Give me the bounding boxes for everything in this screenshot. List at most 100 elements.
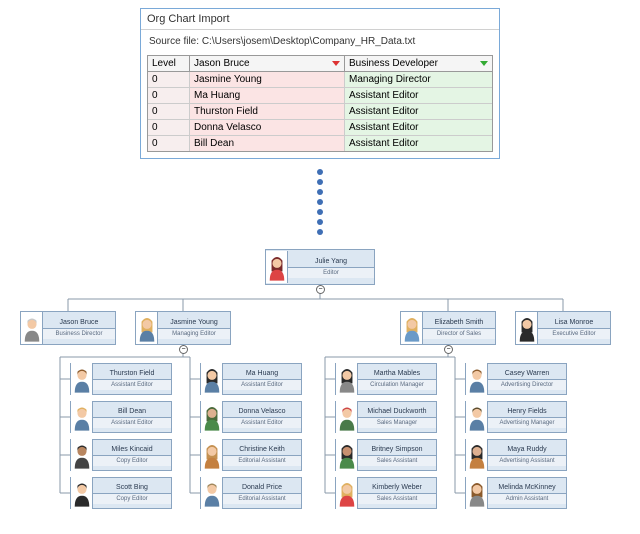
connector-dots <box>0 169 640 235</box>
node-name: Casey Warren <box>488 368 566 380</box>
node-role: Advertising Manager <box>488 418 566 428</box>
node-name: Britney Simpson <box>358 444 436 456</box>
cell-role: Assistant Editor <box>345 88 492 103</box>
node-name: Miles Kincaid <box>93 444 171 456</box>
node-role: Sales Assistant <box>358 456 436 466</box>
org-node[interactable]: Casey WarrenAdvertising Director <box>465 363 567 395</box>
cell-name: Bill Dean <box>190 136 345 151</box>
org-node[interactable]: Michael DuckworthSales Manager <box>335 401 437 433</box>
org-node[interactable]: Lisa MonroeExecutive Editor <box>515 311 611 345</box>
node-role: Assistant Editor <box>223 380 301 390</box>
table-row[interactable]: 0Thurston FieldAssistant Editor <box>148 104 492 120</box>
node-name: Jasmine Young <box>158 317 230 329</box>
collapse-icon[interactable]: − <box>316 285 325 294</box>
node-role: Circulation Manager <box>358 380 436 390</box>
avatar <box>201 363 223 395</box>
avatar <box>466 401 488 433</box>
sort-down-green-icon[interactable] <box>480 61 488 66</box>
table-row[interactable]: 0Donna VelascoAssistant Editor <box>148 120 492 136</box>
node-role: Sales Assistant <box>358 494 436 504</box>
cell-role: Assistant Editor <box>345 104 492 119</box>
collapse-icon[interactable]: − <box>179 345 188 354</box>
import-table: Level Jason Bruce Business Developer 0Ja… <box>147 55 493 152</box>
node-name: Kimberly Weber <box>358 482 436 494</box>
table-row[interactable]: 0Bill DeanAssistant Editor <box>148 136 492 151</box>
org-node[interactable]: Miles KincaidCopy Editor <box>70 439 172 471</box>
org-node[interactable]: Donald PriceEditorial Assistant <box>200 477 302 509</box>
org-node[interactable]: Maya RuddyAdvertising Assistant <box>465 439 567 471</box>
cell-role: Assistant Editor <box>345 136 492 151</box>
node-name: Julie Yang <box>288 256 374 268</box>
avatar-icon <box>267 252 287 282</box>
avatar-icon <box>467 364 487 394</box>
col-role[interactable]: Business Developer <box>345 56 492 71</box>
node-role: Assistant Editor <box>93 418 171 428</box>
org-chart: Julie YangEditor−Jason BruceBusiness Dir… <box>0 249 640 529</box>
avatar-icon <box>337 402 357 432</box>
org-node[interactable]: Britney SimpsonSales Assistant <box>335 439 437 471</box>
node-role: Advertising Director <box>488 380 566 390</box>
col-name[interactable]: Jason Bruce <box>190 56 345 71</box>
org-node[interactable]: Thurston FieldAssistant Editor <box>70 363 172 395</box>
avatar-icon <box>202 402 222 432</box>
node-name: Michael Duckworth <box>358 406 436 418</box>
avatar-icon <box>337 478 357 508</box>
org-node[interactable]: Melinda McKinneyAdmin Assistant <box>465 477 567 509</box>
node-role: Executive Editor <box>538 329 610 339</box>
import-header: Level Jason Bruce Business Developer <box>148 56 492 72</box>
avatar-icon <box>467 440 487 470</box>
org-node[interactable]: Ma HuangAssistant Editor <box>200 363 302 395</box>
org-node[interactable]: Martha MablesCirculation Manager <box>335 363 437 395</box>
avatar <box>201 477 223 509</box>
org-node[interactable]: Kimberly WeberSales Assistant <box>335 477 437 509</box>
org-node[interactable]: Donna VelascoAssistant Editor <box>200 401 302 433</box>
avatar-icon <box>337 440 357 470</box>
sort-down-red-icon[interactable] <box>332 61 340 66</box>
avatar <box>201 401 223 433</box>
org-node[interactable]: Jason BruceBusiness Director <box>20 311 116 345</box>
import-title: Org Chart Import <box>141 9 499 30</box>
avatar <box>21 312 43 344</box>
cell-name: Ma Huang <box>190 88 345 103</box>
avatar-icon <box>137 313 157 343</box>
avatar <box>336 363 358 395</box>
avatar-icon <box>72 364 92 394</box>
avatar <box>401 312 423 344</box>
col-level[interactable]: Level <box>148 56 190 71</box>
cell-level: 0 <box>148 104 190 119</box>
org-node[interactable]: Henry FieldsAdvertising Manager <box>465 401 567 433</box>
org-node[interactable]: Scott BingCopy Editor <box>70 477 172 509</box>
node-name: Melinda McKinney <box>488 482 566 494</box>
avatar-icon <box>72 440 92 470</box>
avatar <box>201 439 223 471</box>
avatar <box>466 363 488 395</box>
avatar-icon <box>467 478 487 508</box>
table-row[interactable]: 0Ma HuangAssistant Editor <box>148 88 492 104</box>
org-node[interactable]: Jasmine YoungManaging Editor <box>135 311 231 345</box>
source-path: C:\Users\josem\Desktop\Company_HR_Data.t… <box>202 36 415 47</box>
org-node[interactable]: Christine KeithEditorial Assistant <box>200 439 302 471</box>
node-role: Copy Editor <box>93 456 171 466</box>
avatar <box>516 312 538 344</box>
node-name: Donald Price <box>223 482 301 494</box>
org-node[interactable]: Bill DeanAssistant Editor <box>70 401 172 433</box>
table-row[interactable]: 0Jasmine YoungManaging Director <box>148 72 492 88</box>
node-name: Maya Ruddy <box>488 444 566 456</box>
node-role: Copy Editor <box>93 494 171 504</box>
node-role: Business Director <box>43 329 115 339</box>
avatar-icon <box>202 440 222 470</box>
org-node[interactable]: Julie YangEditor <box>265 249 375 285</box>
avatar <box>336 401 358 433</box>
cell-name: Thurston Field <box>190 104 345 119</box>
avatar <box>71 401 93 433</box>
collapse-icon[interactable]: − <box>444 345 453 354</box>
node-name: Elizabeth Smith <box>423 317 495 329</box>
node-name: Bill Dean <box>93 406 171 418</box>
org-node[interactable]: Elizabeth SmithDirector of Sales <box>400 311 496 345</box>
cell-level: 0 <box>148 120 190 135</box>
avatar <box>71 363 93 395</box>
source-label: Source file: <box>149 36 199 47</box>
node-name: Ma Huang <box>223 368 301 380</box>
cell-role: Assistant Editor <box>345 120 492 135</box>
avatar-icon <box>467 402 487 432</box>
